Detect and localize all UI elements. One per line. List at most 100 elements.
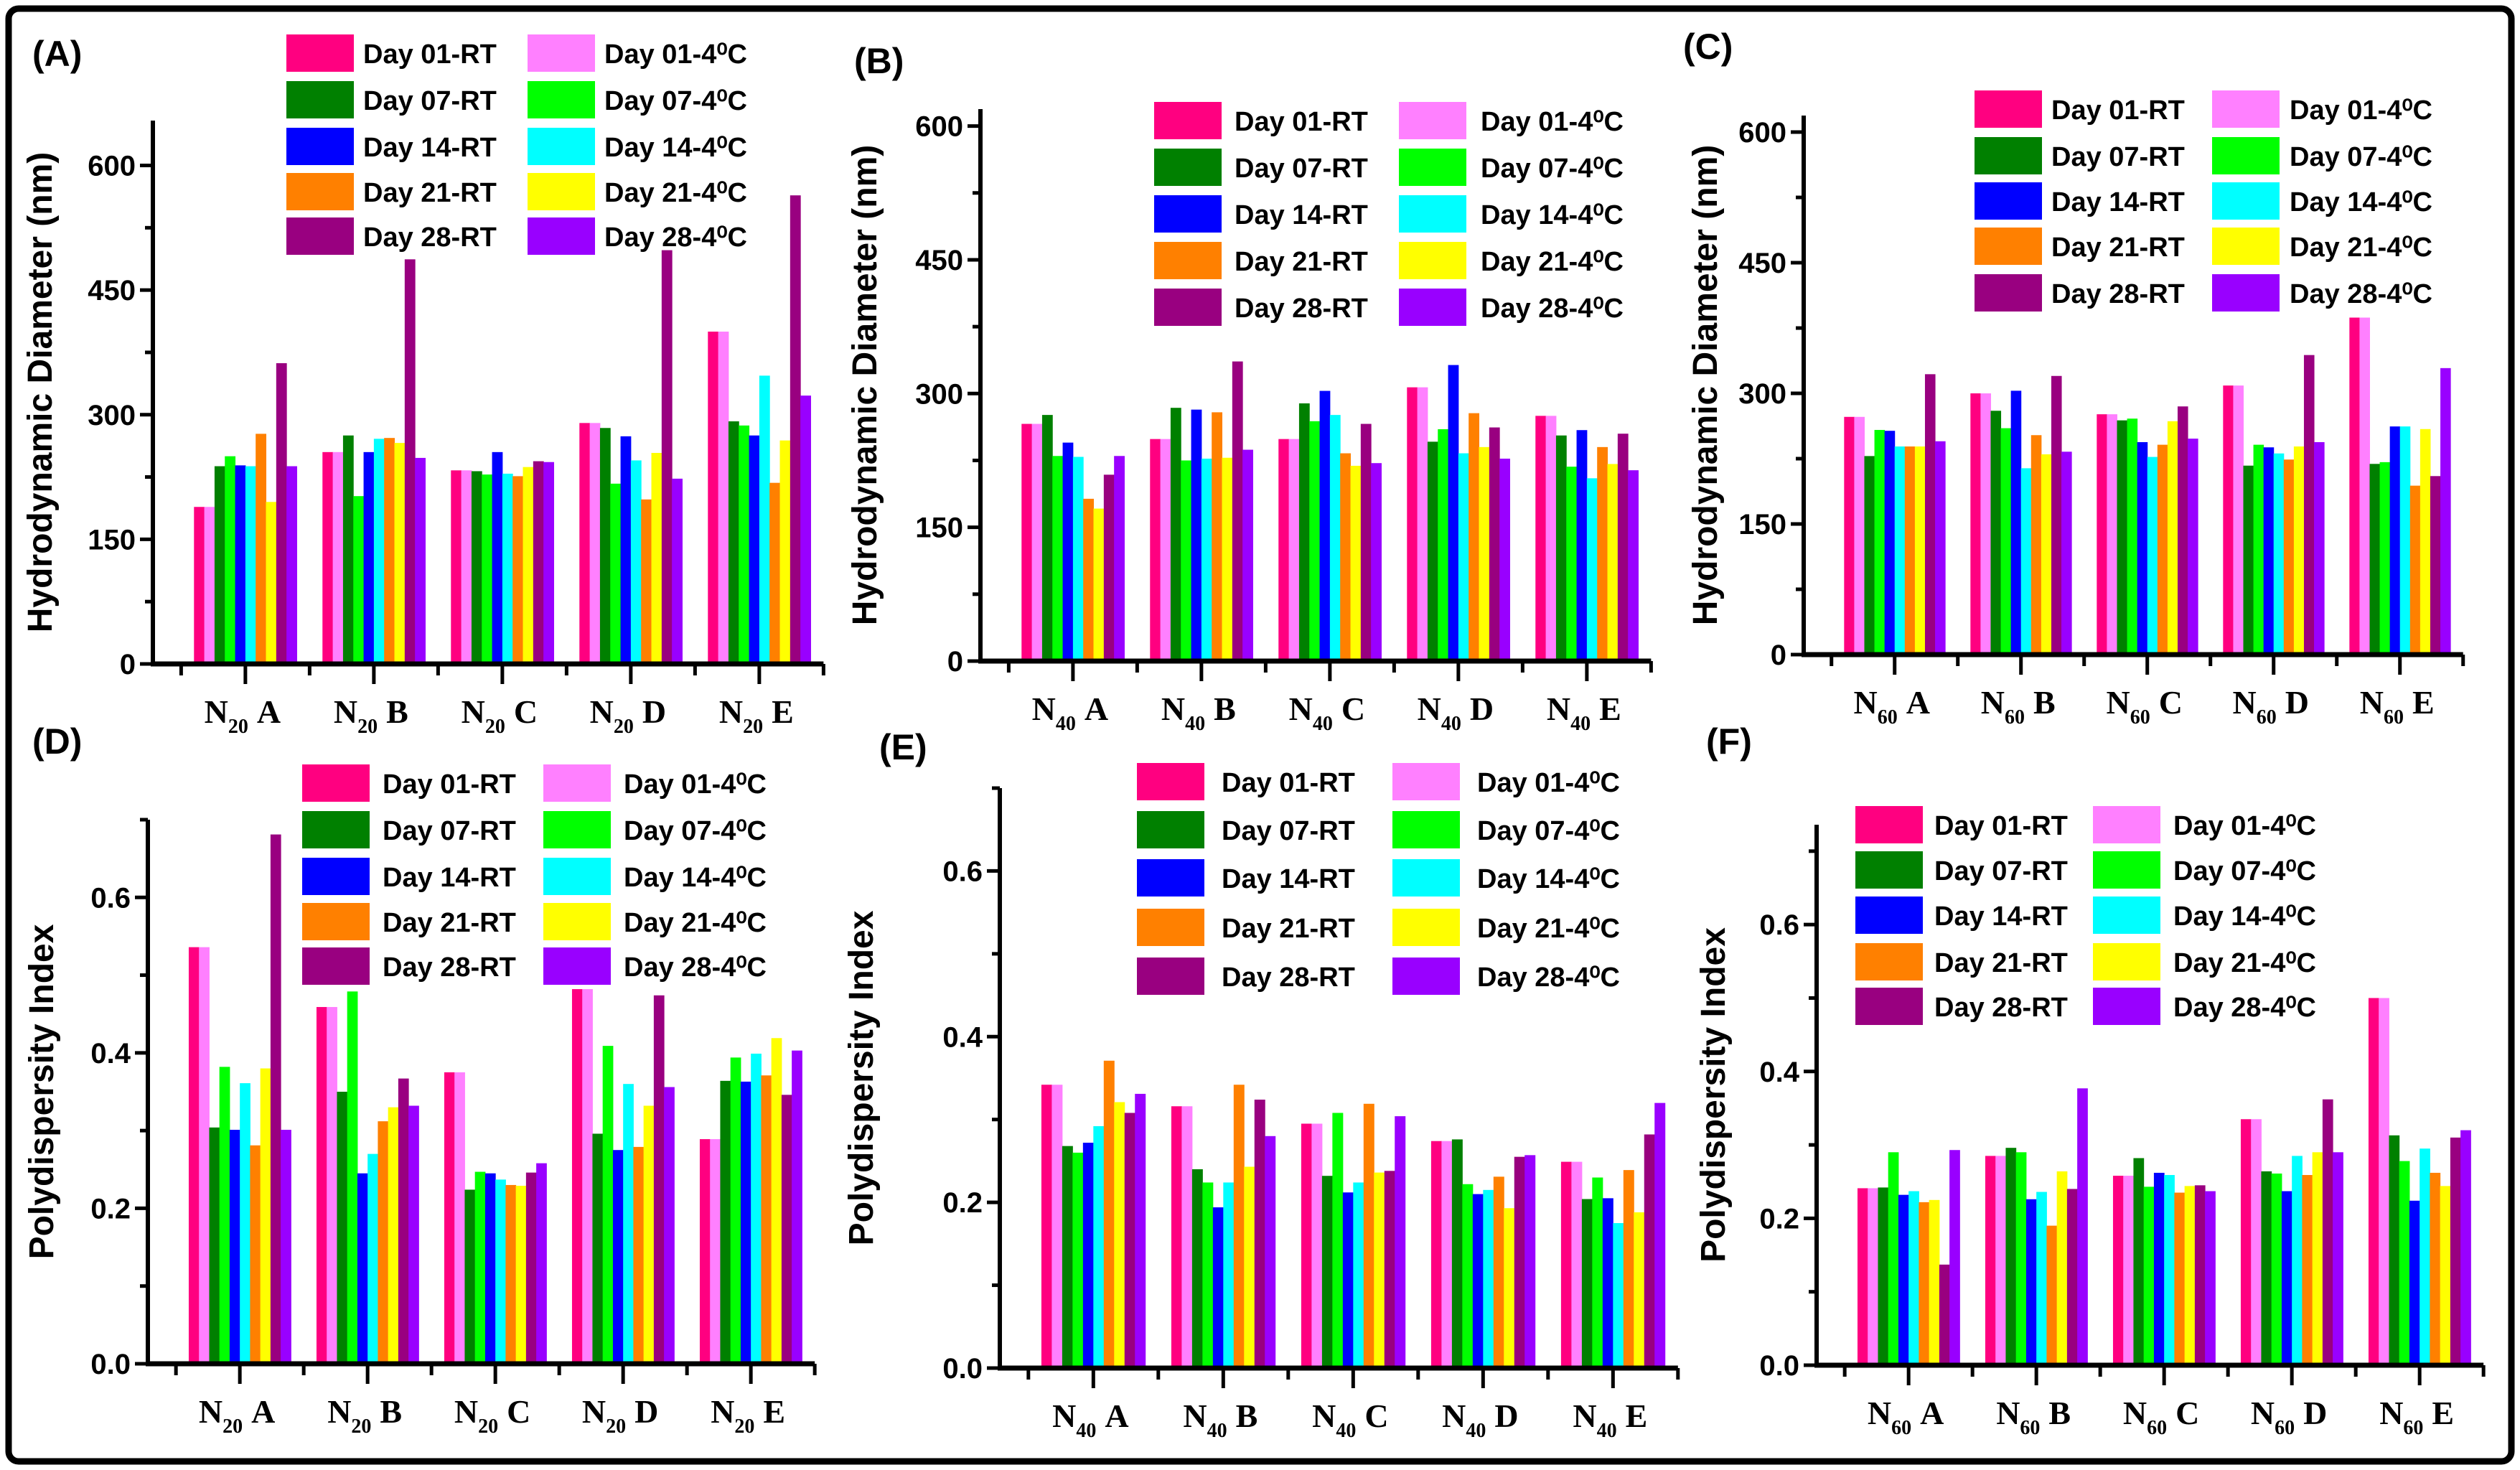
x-label-subscript: 20 [614, 716, 634, 738]
bar-d-series-1 [2251, 1119, 2262, 1365]
bar-c-series-7 [1374, 1172, 1385, 1368]
bar-e-series-3 [739, 425, 750, 664]
bar-c-series-1 [1311, 1123, 1323, 1368]
legend-swatch [528, 217, 595, 255]
bar-a-series-4 [229, 1130, 240, 1364]
x-label-prefix: N [2232, 684, 2256, 721]
bar-c-series-1 [1288, 439, 1300, 661]
x-label-subscript: 40 [1076, 1420, 1096, 1442]
bar-b-series-5 [2020, 468, 2032, 655]
bar-b-series-4 [2025, 1199, 2037, 1365]
bar-c-series-3 [482, 474, 493, 664]
bar-b-series-2 [1990, 411, 2002, 655]
bar-a-series-1 [1031, 423, 1043, 661]
y-tick-label: 0.6 [942, 856, 983, 887]
x-label-category: C [2175, 1395, 2199, 1431]
bar-a-series-3 [1052, 456, 1064, 661]
x-tick-label: N40 B [1161, 690, 1236, 735]
bar-b-series-2 [1191, 1169, 1203, 1368]
bar-a-series-9 [281, 1130, 291, 1364]
x-label-prefix: N [1547, 690, 1570, 727]
x-label-prefix: N [1442, 1398, 1466, 1434]
bar-a-series-6 [1083, 498, 1095, 661]
bar-d-series-2 [599, 428, 611, 664]
bar-d-series-7 [1504, 1208, 1515, 1368]
x-label-subscript: 40 [1597, 1420, 1617, 1442]
bar-b-series-5 [2036, 1192, 2047, 1365]
bar-d-series-8 [653, 995, 665, 1364]
legend-swatch [302, 903, 370, 940]
legend-swatch [286, 128, 354, 165]
bar-b-series-8 [2066, 1189, 2078, 1365]
bar-b-series-4 [363, 451, 375, 664]
bar-e-series-5 [759, 375, 770, 664]
x-tick-label: N20 A [205, 693, 281, 738]
bar-c-series-9 [536, 1163, 547, 1364]
x-label-category: A [1920, 1395, 1944, 1431]
bar-d-series-4 [2281, 1191, 2292, 1365]
bar-e-series-4 [749, 435, 760, 664]
bar-b-series-6 [1233, 1085, 1245, 1368]
x-label-subscript: 40 [1207, 1420, 1227, 1442]
x-label-category: A [251, 1393, 275, 1430]
legend-swatch [1399, 102, 1466, 139]
bar-c-series-5 [502, 473, 513, 664]
legend-swatch [1399, 289, 1466, 326]
bar-a-series-6 [250, 1145, 261, 1364]
bar-a-series-9 [1135, 1093, 1146, 1368]
bar-b-series-9 [1242, 449, 1253, 661]
y-tick-label: 0 [1771, 640, 1786, 671]
legend-swatch [1137, 958, 1204, 995]
bar-e-series-9 [2440, 368, 2451, 655]
bar-e-series-7 [1634, 1212, 1645, 1368]
bar-a-series-0 [1041, 1085, 1052, 1368]
bar-e-series-8 [1617, 434, 1629, 661]
bar-e-series-8 [781, 1095, 792, 1364]
legend-swatch [2212, 90, 2280, 128]
legend-label: Day 14-4⁰C [2290, 187, 2432, 217]
bar-e-series-6 [769, 482, 781, 664]
x-label-subscript: 40 [1441, 713, 1461, 735]
bar-a-series-6 [256, 434, 267, 664]
bar-d-series-6 [1493, 1176, 1504, 1368]
x-label-subscript: 60 [2020, 1417, 2040, 1439]
y-tick-label: 600 [1738, 117, 1786, 149]
legend-swatch [1154, 289, 1222, 326]
bar-c-series-5 [1329, 415, 1341, 661]
legend-swatch [302, 764, 370, 802]
bar-e-series-4 [1576, 430, 1588, 661]
x-label-subscript: 40 [1313, 713, 1333, 735]
bar-a-series-7 [1914, 446, 1926, 655]
x-tick-label: N40 B [1183, 1398, 1257, 1442]
bar-c-series-2 [2117, 420, 2128, 655]
x-tick-label: N20 E [719, 693, 794, 738]
bar-c-series-7 [515, 1186, 527, 1364]
legend-swatch [286, 173, 354, 210]
x-label-category: B [1214, 690, 1236, 727]
x-label-subscript: 60 [2147, 1417, 2167, 1439]
x-label-subscript: 40 [1570, 713, 1591, 735]
bar-e-series-8 [2450, 1137, 2461, 1365]
bar-b-series-9 [1265, 1136, 1276, 1368]
x-label-prefix: N [1052, 1398, 1076, 1434]
bar-b-series-9 [2077, 1088, 2088, 1365]
bar-b-series-1 [1160, 439, 1171, 661]
bar-e-series-9 [2460, 1130, 2471, 1365]
bar-d-series-1 [582, 989, 593, 1364]
x-tick-label: N40 A [1052, 1398, 1128, 1442]
x-label-category: E [772, 693, 794, 730]
legend-label: Day 21-RT [2051, 233, 2185, 263]
bar-e-series-5 [751, 1053, 762, 1364]
bar-c-series-0 [2112, 1176, 2124, 1365]
bar-e-series-2 [728, 421, 739, 664]
bar-c-series-9 [543, 462, 554, 664]
bar-e-series-4 [1602, 1198, 1613, 1368]
bar-b-series-6 [1212, 412, 1223, 661]
bar-d-series-9 [2314, 441, 2325, 655]
legend-label: Day 21-RT [383, 908, 516, 938]
x-tick-label: N60 C [2123, 1395, 2199, 1439]
bar-c-series-8 [2194, 1185, 2206, 1365]
legend-label: Day 28-4⁰C [1481, 294, 1624, 324]
bar-d-series-6 [2283, 459, 2295, 655]
x-label-category: C [1341, 690, 1365, 727]
